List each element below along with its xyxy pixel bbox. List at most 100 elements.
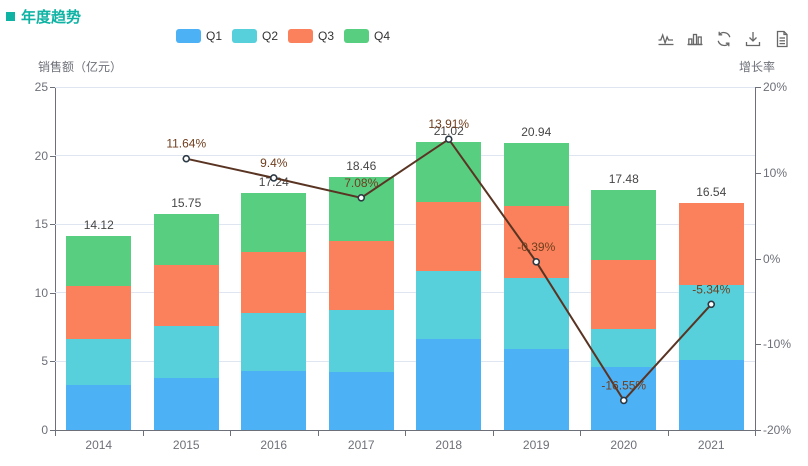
bar-segment-2019-q3[interactable]	[503, 206, 569, 278]
x-axis-tick	[55, 431, 56, 436]
gridline	[55, 360, 755, 362]
data-view-icon[interactable]	[773, 30, 791, 48]
bar-total-label: 17.48	[608, 172, 639, 187]
legend-label: Q2	[262, 29, 279, 43]
bar-segment-2016-q4[interactable]	[241, 193, 307, 253]
bar-segment-2021-q2[interactable]	[678, 284, 744, 361]
right-axis-tick-label: -20%	[763, 423, 792, 437]
bar-chart-icon[interactable]	[686, 30, 704, 48]
growth-rate-label: 11.64%	[166, 137, 206, 151]
growth-line	[186, 137, 712, 403]
bar-segment-2021-q3[interactable]	[678, 203, 744, 285]
bar-segment-2019-q1[interactable]	[503, 349, 569, 430]
legend-swatch-q1	[176, 29, 201, 43]
bar-segment-2017-q1[interactable]	[328, 372, 394, 430]
bar-total-label: 15.75	[171, 195, 202, 210]
line-chart-icon[interactable]	[657, 30, 675, 48]
left-axis-tick-label: 5	[41, 354, 48, 369]
line-marker-2019[interactable]	[532, 258, 541, 266]
legend-item-q4[interactable]: Q4	[344, 29, 390, 43]
bar-segment-2017-q3[interactable]	[328, 241, 394, 310]
bar-segment-2020-q3[interactable]	[591, 259, 657, 330]
growth-rate-label: 13.91%	[428, 117, 469, 131]
x-axis-label: 2019	[522, 438, 550, 452]
bar-total-label: 14.12	[83, 218, 114, 233]
legend-item-q2[interactable]: Q2	[232, 29, 278, 43]
growth-rate-label: -16.55%	[601, 378, 646, 392]
x-axis-label: 2016	[260, 438, 288, 452]
bar-segment-2021-q1[interactable]	[678, 360, 744, 430]
bar-segment-2015-q1[interactable]	[153, 377, 219, 430]
growth-rate-label: -5.34%	[692, 282, 730, 296]
right-axis-tick-label: 10%	[763, 165, 788, 180]
left-axis-tick-label: 25	[34, 80, 48, 94]
left-axis-tick	[50, 361, 55, 363]
right-axis-tick-label: -10%	[763, 337, 792, 352]
panel-header: 年度趋势	[6, 6, 81, 27]
left-axis-tick	[50, 292, 55, 294]
bar-segment-2017-q4[interactable]	[328, 176, 394, 242]
bar-segment-2014-q4[interactable]	[66, 236, 132, 286]
bar-segment-2014-q3[interactable]	[66, 285, 132, 340]
x-axis-label: 2014	[85, 438, 113, 452]
bar-segment-2018-q1[interactable]	[416, 339, 482, 430]
bar-segment-2018-q4[interactable]	[416, 141, 482, 203]
left-axis-title: 销售额（亿元）	[38, 60, 123, 74]
bar-segment-2019-q4[interactable]	[503, 142, 569, 207]
x-axis-tick	[580, 431, 581, 436]
bar-total-label: 16.54	[696, 185, 727, 200]
x-axis-label: 2015	[172, 438, 200, 452]
legend-swatch-q4	[344, 29, 370, 43]
left-axis-tick-label: 15	[34, 217, 48, 232]
bar-segment-2016-q2[interactable]	[241, 312, 307, 372]
left-axis-tick	[50, 87, 55, 88]
x-axis-tick	[667, 431, 669, 436]
bar-segment-2015-q2[interactable]	[153, 326, 219, 378]
x-axis-label: 2017	[347, 438, 375, 452]
x-axis-label: 2018	[435, 438, 463, 452]
bar-segment-2020-q4[interactable]	[591, 190, 657, 260]
bar-segment-2014-q1[interactable]	[66, 384, 132, 430]
line-marker-2015[interactable]	[182, 154, 191, 163]
bar-segment-2018-q2[interactable]	[416, 270, 482, 340]
bar-segment-2014-q2[interactable]	[66, 339, 132, 385]
bar-segment-2016-q3[interactable]	[241, 252, 307, 313]
bar-segment-2017-q2[interactable]	[328, 309, 394, 373]
x-axis-label: 2020	[610, 438, 638, 452]
right-axis-tick	[756, 87, 761, 88]
restore-icon[interactable]	[715, 30, 733, 48]
legend-item-q3[interactable]: Q3	[288, 29, 334, 43]
line-marker-2017[interactable]	[357, 193, 366, 202]
line-marker-2018[interactable]	[444, 135, 453, 144]
bar-segment-2018-q3[interactable]	[416, 202, 482, 271]
x-axis-tick	[142, 431, 144, 436]
right-axis-tick	[756, 172, 761, 174]
left-axis-line	[55, 87, 56, 430]
right-axis-tick	[756, 258, 761, 260]
bar-segment-2020-q2[interactable]	[591, 329, 657, 367]
x-axis-tick	[492, 431, 494, 436]
line-marker-2021[interactable]	[707, 300, 716, 309]
line-marker-2016[interactable]	[269, 174, 278, 182]
line-marker-2020[interactable]	[619, 396, 628, 405]
plot-area: 14.12 15.75 17.24 18.46 21.02 20.94 17.48 16.54…	[55, 86, 755, 430]
title-bullet-icon	[6, 12, 15, 21]
legend: Q1 Q2 Q3 Q4	[176, 29, 390, 43]
legend-label: Q4	[374, 29, 391, 43]
growth-line-layer: 11.64% 9.4% 7.08% 13.91% -0.39% -16.55% -5.34%	[166, 117, 731, 405]
left-axis-tick-label: 10	[34, 285, 48, 300]
legend-swatch-q3	[288, 29, 314, 43]
bar-segment-2015-q4[interactable]	[153, 213, 219, 266]
download-icon[interactable]	[744, 30, 762, 48]
right-axis-tick	[756, 344, 761, 346]
bar-segment-2019-q2[interactable]	[503, 277, 569, 350]
right-axis-tick	[756, 430, 761, 431]
left-axis-tick	[50, 224, 55, 226]
legend-item-q1[interactable]: Q1	[176, 29, 222, 43]
bar-segment-2015-q3[interactable]	[153, 265, 219, 327]
left-axis-tick-label: 20	[34, 148, 48, 163]
growth-rate-label: 9.4%	[260, 156, 288, 170]
bar-segment-2016-q1[interactable]	[241, 371, 307, 430]
left-axis-tick-label: 0	[41, 423, 48, 437]
